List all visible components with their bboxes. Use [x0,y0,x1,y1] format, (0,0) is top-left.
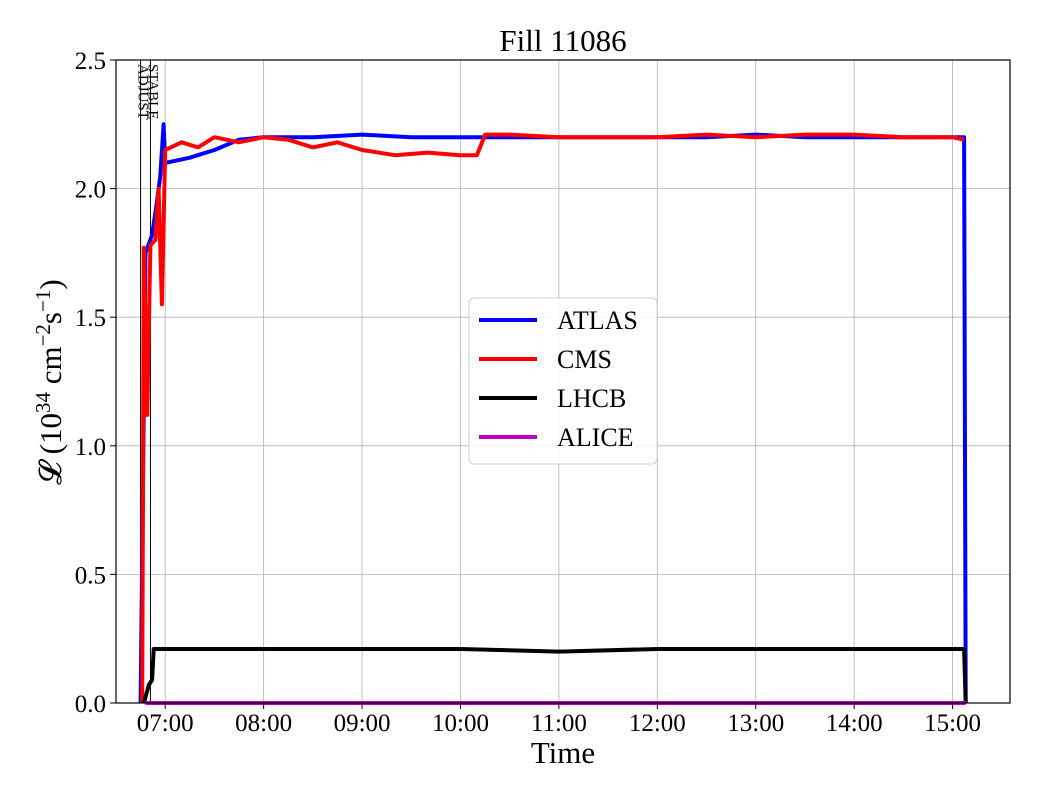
y-axis-label-main: 𝓛 (10 [33,413,68,485]
series-line-atlas [138,122,968,704]
y-tick-label: 0.0 [75,691,106,718]
legend-box [468,297,658,465]
y-axis-label-close: ) [33,279,68,289]
x-tick-label: 12:00 [629,710,686,737]
y-axis-label-exp2: −2 [31,324,55,346]
y-axis-label: 𝓛 (1034 cm−2s−1) [31,279,68,484]
series-line-lhcb [141,647,968,704]
x-axis-ticks: 07:00 08:00 09:00 10:00 11:00 12:00 13:00 14:00… [137,703,981,737]
x-axis-label: Time [531,735,595,770]
series-line-cms [140,132,965,704]
legend: ATLAS CMS LHCB ALICE [468,297,658,465]
y-tick-label: 0.5 [75,562,106,589]
x-tick-label: 13:00 [727,710,784,737]
y-tick-label: 2.0 [75,177,106,204]
legend-label-alice: ALICE [557,423,634,452]
y-axis-label-unit2: s [33,312,68,324]
y-tick-label: 2.5 [75,48,106,75]
plot-frame [115,59,1011,704]
mode-marker-label: ADJUST [135,64,151,120]
mode-marker-label: STABLE [144,64,160,119]
x-tick-label: 09:00 [334,710,391,737]
x-tick-label: 11:00 [531,710,587,737]
x-tick-label: 10:00 [432,710,489,737]
legend-label-atlas: ATLAS [557,306,638,335]
x-tick-label: 08:00 [235,710,292,737]
x-tick-label: 15:00 [924,710,981,737]
y-axis-ticks: 0.0 0.5 1.0 1.5 2.0 2.5 [75,48,116,718]
chart-title: Fill 11086 [499,23,626,58]
y-tick-label: 1.0 [75,434,106,461]
y-tick-label: 1.5 [75,305,106,332]
y-axis-label-unit1: cm [33,346,68,392]
x-tick-label: 14:00 [826,710,883,737]
legend-label-cms: CMS [557,345,612,374]
legend-label-lhcb: LHCB [557,384,626,413]
x-tick-label: 07:00 [137,710,194,737]
y-axis-label-exp3: −1 [31,290,55,312]
y-axis-label-exp1: 34 [31,392,55,414]
